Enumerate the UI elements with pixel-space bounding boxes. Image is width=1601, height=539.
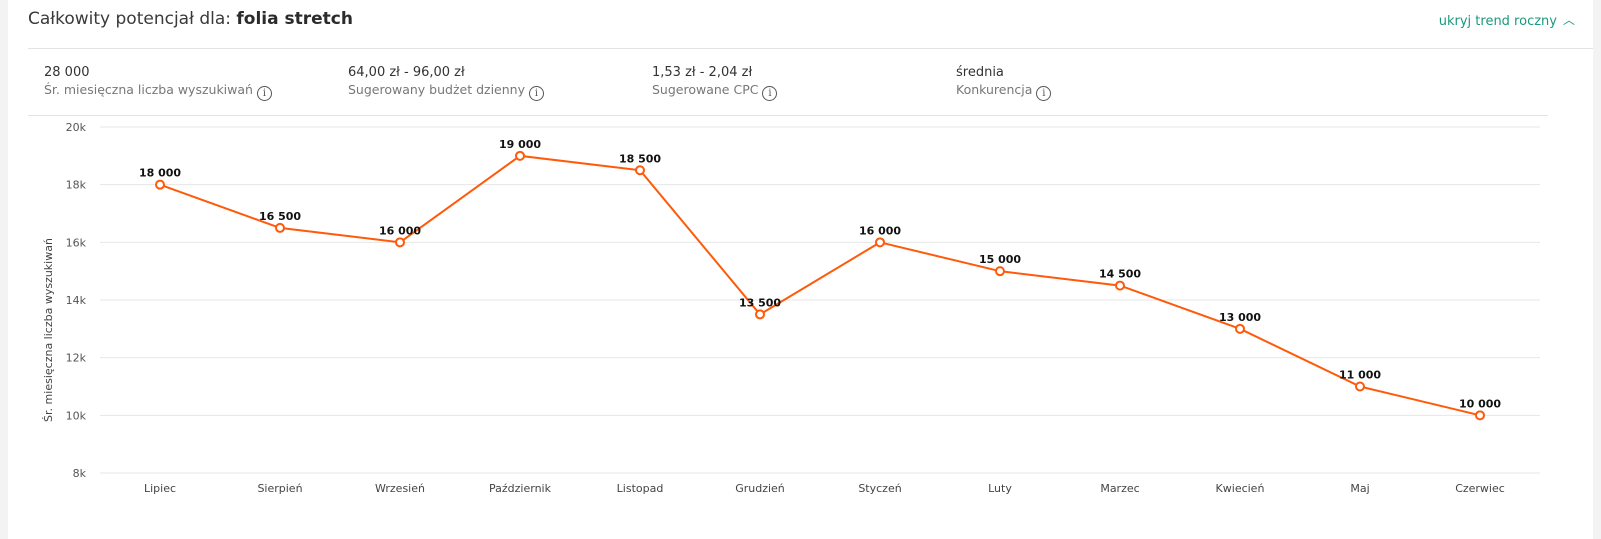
stat-label: Śr. miesięczna liczba wyszukiwań (44, 82, 253, 97)
stat-value: 28 000 (44, 65, 90, 80)
stat-cpc: 1,53 zł - 2,04 zł Sugerowane CPC i (652, 65, 778, 101)
y-tick-label: 18k (66, 179, 87, 192)
stat-value: 64,00 zł - 96,00 zł (348, 65, 465, 80)
y-tick-label: 12k (66, 352, 87, 365)
x-tick-label: Lipiec (144, 482, 176, 495)
x-tick-label: Październik (489, 482, 552, 495)
data-label: 16 000 (379, 224, 421, 237)
x-tick-label: Marzec (1100, 482, 1139, 495)
data-point (155, 179, 165, 190)
stat-label: Konkurencja (956, 82, 1033, 97)
y-tick-label: 10k (66, 409, 87, 422)
title-prefix: Całkowity potencjał dla: (28, 9, 231, 29)
data-point (755, 309, 765, 320)
x-tick-label: Sierpień (257, 482, 302, 495)
stats-row: 28 000 Śr. miesięczna liczba wyszukiwań i… (28, 49, 1548, 116)
data-point (635, 165, 645, 176)
series-line (159, 154, 1481, 417)
x-tick-label: Wrzesień (375, 482, 425, 495)
x-tick-label: Grudzień (735, 482, 785, 495)
x-tick-label: Czerwiec (1455, 482, 1505, 495)
data-label: 18 500 (619, 152, 661, 165)
data-point (1475, 410, 1485, 421)
page-title: Całkowity potencjał dla: folia stretch (28, 9, 353, 29)
data-point (1355, 381, 1365, 392)
stat-value: 1,53 zł - 2,04 zł (652, 65, 753, 80)
data-label: 16 500 (259, 210, 301, 223)
x-tick-label: Luty (988, 482, 1012, 495)
y-axis-label: Śr. miesięczna liczba wyszukiwań (42, 238, 55, 422)
y-tick-label: 8k (73, 467, 87, 480)
chevron-up-icon: ︿ (1562, 13, 1575, 27)
x-tick-label: Styczeń (858, 482, 901, 495)
x-tick-label: Listopad (617, 482, 664, 495)
stat-label: Sugerowany budżet dzienny (348, 82, 525, 97)
stat-label: Sugerowane CPC (652, 82, 759, 97)
info-icon[interactable]: i (529, 86, 544, 101)
stat-searches: 28 000 Śr. miesięczna liczba wyszukiwań i (44, 65, 272, 101)
data-point (1235, 323, 1245, 334)
data-point (875, 237, 885, 248)
data-label: 11 000 (1339, 369, 1381, 382)
data-point (515, 150, 525, 161)
stat-competition: średnia Konkurencja i (956, 65, 1052, 101)
data-label: 14 500 (1099, 268, 1141, 281)
data-label: 19 000 (499, 138, 541, 151)
y-tick-label: 14k (66, 294, 87, 307)
trend-card: Całkowity potencjał dla: folia stretch u… (8, 0, 1593, 539)
info-icon[interactable]: i (762, 86, 778, 101)
data-point (395, 237, 405, 248)
y-tick-label: 16k (66, 236, 87, 249)
info-icon[interactable]: i (256, 86, 272, 101)
data-label: 16 000 (859, 224, 901, 237)
data-label: 15 000 (979, 253, 1021, 266)
info-icon[interactable]: i (1036, 86, 1052, 101)
data-point (995, 266, 1005, 277)
stat-budget: 64,00 zł - 96,00 zł Sugerowany budżet dz… (348, 65, 544, 101)
data-label: 10 000 (1459, 397, 1501, 410)
card-header: Całkowity potencjał dla: folia stretch u… (28, 0, 1593, 49)
toggle-label: ukryj trend roczny (1438, 14, 1557, 29)
data-point (1115, 280, 1125, 291)
x-tick-label: Maj (1350, 482, 1369, 495)
title-keyword: folia stretch (236, 9, 353, 29)
data-label: 13 000 (1219, 311, 1261, 324)
data-point (275, 222, 285, 233)
hide-yearly-trend-link[interactable]: ukryj trend roczny ︿ (1439, 11, 1575, 29)
x-tick-label: Kwiecień (1216, 482, 1265, 495)
data-label: 18 000 (139, 167, 181, 180)
stat-value: średnia (956, 65, 1004, 80)
data-label: 13 500 (739, 296, 781, 309)
y-tick-label: 20k (66, 121, 87, 134)
